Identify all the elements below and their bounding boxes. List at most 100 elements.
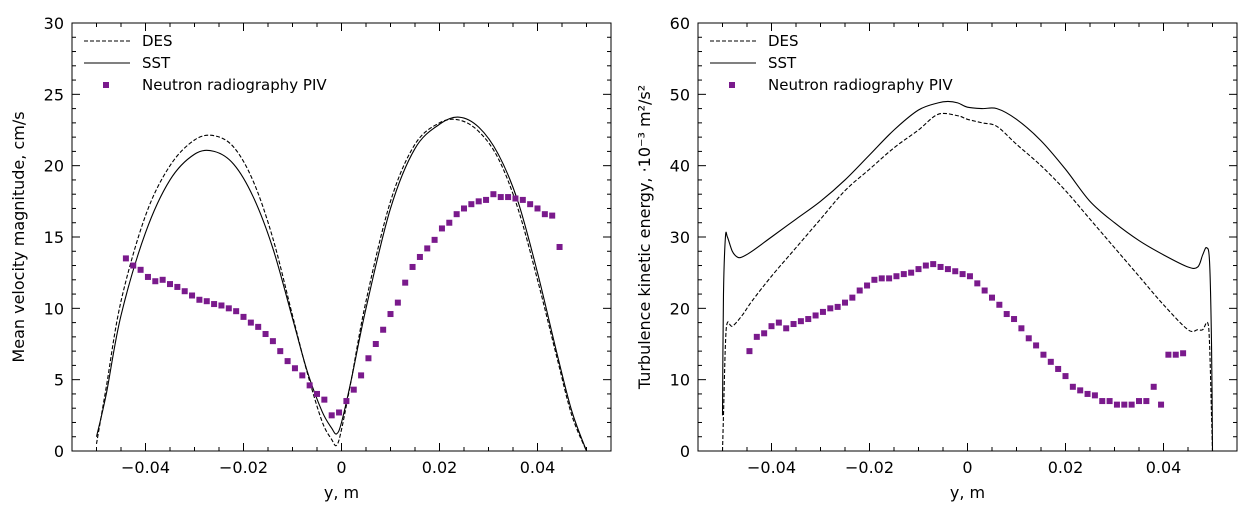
left-chart-piv-point (372, 341, 379, 347)
left-chart-piv-point (233, 308, 240, 315)
left-chart-piv-point (409, 263, 416, 270)
left-chart-piv-point (490, 191, 497, 198)
left-chart-piv-point (556, 243, 563, 250)
right-chart-x-tick-label: 0.04 (1146, 458, 1182, 477)
left-chart-piv-point (380, 326, 387, 333)
left-chart-y-tick-label: 5 (54, 371, 64, 390)
right-chart-piv-point (827, 305, 834, 312)
left-chart-piv-point (394, 299, 401, 306)
left-chart-piv-point (218, 302, 225, 309)
right-chart-piv-point (1136, 398, 1142, 405)
right-chart-piv-point (944, 266, 951, 273)
right-chart-piv-point (1121, 401, 1128, 408)
right-chart-piv-point (805, 316, 812, 323)
left-chart-piv-point (277, 348, 284, 355)
left-chart-piv-point (225, 305, 232, 312)
right-chart-x-tick-label: −0.02 (845, 458, 894, 477)
right-chart-piv-point (1113, 401, 1120, 408)
right-chart-piv-point (819, 308, 826, 315)
left-chart-piv-point (483, 196, 490, 203)
right-chart-piv-point (849, 294, 856, 301)
left-chart-x-tick-label: 0 (336, 458, 346, 477)
right-chart-y-tick-label: 40 (670, 157, 690, 176)
left-chart-piv-point (211, 301, 218, 308)
left-chart-piv-point (269, 338, 276, 345)
left-chart-piv-point (321, 396, 328, 403)
right-chart-piv-point (1165, 351, 1172, 358)
right-chart-piv-point (790, 321, 797, 328)
right-chart-piv-point (1106, 398, 1113, 405)
right-chart-y-tick-label: 60 (670, 14, 690, 33)
left-chart-piv-point (446, 219, 453, 226)
left-chart-piv-point (247, 319, 254, 326)
right-chart-piv-point (753, 333, 760, 340)
left-chart-piv-point (365, 355, 372, 362)
left-chart-piv-point (505, 194, 512, 201)
right-chart-piv-point (981, 287, 988, 294)
right-chart-legend-label-neutron-radiography-piv: Neutron radiography PIV (768, 76, 953, 94)
right-chart-piv-point (1150, 383, 1157, 390)
right-chart-piv-point (746, 348, 753, 355)
left-chart-piv-point (475, 198, 482, 205)
right-chart-piv-point (1099, 398, 1106, 405)
right-chart-y-tick-label: 10 (670, 371, 690, 390)
left-chart-des-line (95, 118, 588, 451)
right-chart-x-tick-label: 0 (962, 458, 972, 477)
left-chart-y-tick-label: 0 (54, 442, 64, 461)
right-chart-piv-point (996, 301, 1003, 308)
right-chart-piv-point (1003, 311, 1010, 318)
left-chart-piv-point (189, 292, 196, 299)
left-chart-piv-point (387, 311, 394, 318)
left-chart-y-tick-label: 10 (44, 299, 64, 318)
left-chart-piv-point (431, 236, 438, 243)
left-chart-x-tick-label: 0.04 (520, 458, 556, 477)
left-chart-piv-point (468, 201, 475, 208)
right-chart-piv-point (1018, 325, 1025, 332)
right-chart-piv-point (1069, 383, 1076, 390)
left-chart-y-tick-label: 30 (44, 14, 64, 33)
right-chart-piv-point (1055, 365, 1062, 372)
right-chart-piv-point (1077, 387, 1084, 394)
left-chart-piv-point (152, 278, 159, 285)
right-chart-piv-point (1062, 373, 1069, 380)
left-chart-piv-point (174, 283, 181, 290)
left-chart-piv-point (358, 372, 365, 379)
left-chart-piv-point (402, 279, 409, 286)
right-chart-piv-point (856, 287, 863, 294)
right-chart-piv-point (1158, 401, 1165, 408)
left-chart-piv-point (144, 273, 151, 280)
left-chart-piv-point (534, 205, 541, 212)
left-chart-piv-point (181, 288, 188, 295)
right-chart-piv-point (922, 262, 929, 269)
right-chart-piv-point (1172, 351, 1179, 358)
left-chart-piv-point (549, 212, 556, 219)
right-chart-piv-point (974, 280, 981, 287)
left-chart-y-tick-label: 20 (44, 157, 64, 176)
right-chart-des-line (721, 112, 1214, 451)
left-chart-legend-label-neutron-radiography-piv: Neutron radiography PIV (142, 76, 327, 94)
right-chart-piv-point (900, 271, 907, 278)
left-chart-piv-point (416, 253, 423, 260)
right-chart-legend-marker-neutron-radiography-piv (729, 82, 735, 88)
right-chart-y-tick-label: 0 (680, 442, 690, 461)
left-chart-piv-point (306, 382, 313, 389)
left-chart-piv-point (527, 201, 534, 208)
left-chart-y-tick-label: 15 (44, 228, 64, 247)
right-chart-piv-point (842, 299, 848, 306)
right-chart-piv-point (1040, 351, 1047, 358)
right-chart-piv-point (1180, 350, 1187, 357)
left-chart-piv-point (137, 266, 144, 273)
right-chart-piv-point (878, 275, 885, 282)
left-chart-y-tick-label: 25 (44, 85, 64, 104)
left-chart-piv-point (203, 298, 210, 305)
right-chart-piv-point (761, 330, 768, 337)
left-chart-piv-point (343, 398, 350, 405)
left-chart-legend-marker-neutron-radiography-piv (103, 82, 109, 88)
left-chart-piv-point (461, 205, 467, 212)
left-chart-piv-point (453, 211, 460, 218)
left-chart-piv-point (424, 245, 431, 252)
right-chart-piv-point (952, 268, 959, 275)
left-chart-piv-point (299, 372, 306, 379)
left-chart-x-tick-label: −0.04 (121, 458, 170, 477)
